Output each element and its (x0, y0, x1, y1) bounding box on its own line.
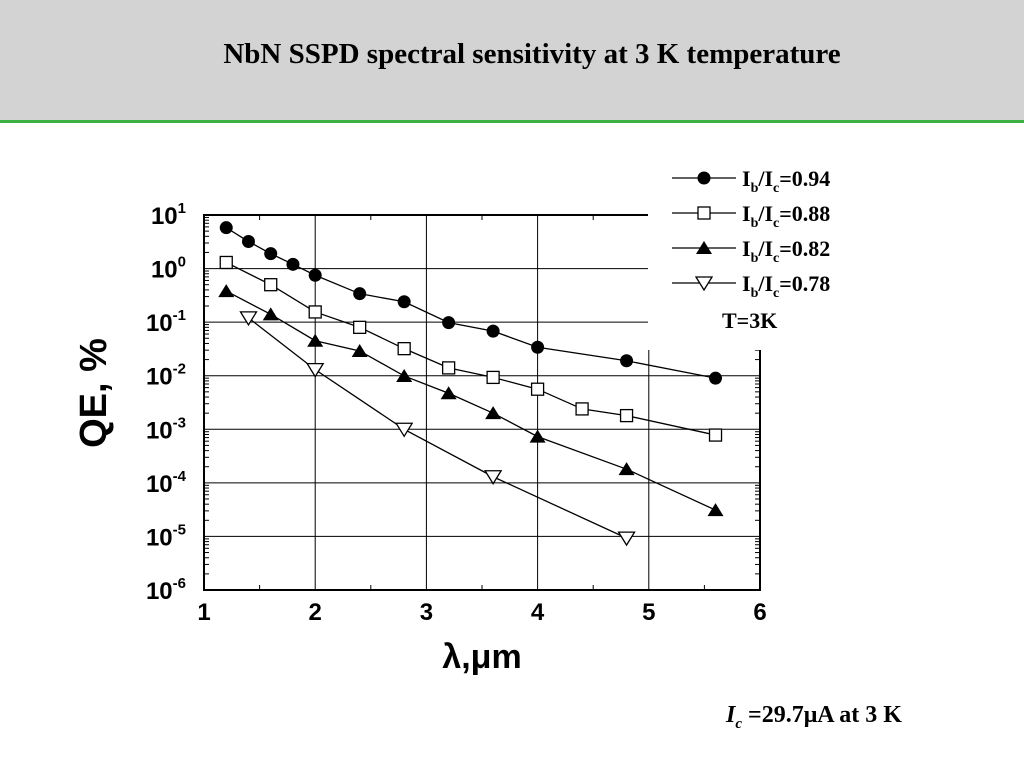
legend-temperature-note: T=3K (722, 308, 777, 333)
marker-circle-filled (709, 371, 723, 385)
legend-label: Ib/Ic=0.82 (742, 236, 830, 266)
legend-entry-1: Ib/Ic=0.88 (672, 201, 830, 231)
marker-circle-filled (442, 316, 456, 330)
footnote-symbol: I (726, 702, 736, 728)
marker-triangle-up-filled (396, 368, 413, 382)
marker-triangle-up-filled (485, 406, 502, 420)
marker-triangle-up-filled (307, 333, 324, 347)
marker-triangle-down-open (483, 470, 503, 485)
marker-square-open (486, 370, 500, 385)
marker-square-open (619, 408, 634, 423)
slide-header (0, 0, 1024, 120)
series-line (248, 317, 627, 539)
marker-circle-filled (353, 287, 367, 301)
legend-label: Ib/Ic=0.78 (742, 271, 830, 301)
footnote-text: =29.7μA at 3 K (742, 702, 902, 728)
marker-circle-filled (531, 340, 545, 354)
marker-triangle-up-filled (529, 429, 546, 443)
y-tick-label: 10-4 (146, 468, 187, 498)
marker-triangle-up-filled (440, 386, 457, 400)
marker-triangle-up-filled (218, 284, 235, 298)
marker-circle-filled (397, 295, 411, 309)
critical-current-note: Ic =29.7μA at 3 K (726, 702, 902, 733)
legend-background (648, 150, 878, 350)
marker-triangle-down-open (306, 362, 325, 378)
page-title: NbN SSPD spectral sensitivity at 3 K tem… (223, 38, 841, 70)
x-tick-label: 5 (642, 599, 655, 626)
marker-triangle-down-open (239, 311, 258, 327)
x-tick-label: 3 (420, 599, 433, 626)
series-1 (219, 255, 723, 442)
marker-square-open (219, 255, 233, 270)
marker-triangle-up-filled (696, 241, 712, 254)
series-2 (218, 284, 724, 517)
series-0 (219, 221, 723, 385)
marker-triangle-up-filled (707, 503, 724, 517)
marker-triangle-up-filled (618, 462, 635, 476)
y-tick-label: 10-3 (146, 414, 186, 444)
y-axis-label: QE, % (73, 338, 115, 448)
footnote-subscript: c (735, 715, 743, 732)
legend-label: Ib/Ic=0.88 (742, 201, 830, 231)
marker-square-open (575, 402, 589, 416)
marker-circle-filled (308, 268, 322, 282)
series-line (225, 261, 716, 436)
marker-circle-filled (241, 235, 255, 249)
series-line (225, 290, 716, 511)
legend-entry-2: Ib/Ic=0.82 (672, 236, 830, 266)
marker-square-open (708, 428, 723, 442)
marker-square-open (264, 278, 278, 292)
y-tick-label: 10-2 (146, 361, 186, 391)
marker-circle-filled (286, 257, 300, 271)
x-axis-label: λ,μm (442, 638, 521, 676)
marker-square-open (530, 382, 545, 396)
series-3 (239, 311, 636, 547)
marker-circle-filled (264, 247, 278, 261)
marker-circle-filled (697, 171, 711, 185)
legend-entry-3: Ib/Ic=0.78 (672, 271, 830, 301)
marker-triangle-up-filled (262, 307, 279, 321)
marker-triangle-up-filled (351, 343, 368, 357)
legend-label: Ib/Ic=0.94 (742, 166, 830, 196)
plot-frame (203, 214, 761, 591)
marker-square-open (697, 206, 711, 220)
y-tick-label: 100 (151, 254, 186, 284)
header-divider (0, 120, 1024, 123)
marker-square-open (397, 342, 411, 356)
y-tick-label: 10-6 (146, 575, 186, 605)
marker-square-open (308, 305, 322, 319)
marker-square-open (441, 361, 456, 375)
legend-entry-0: Ib/Ic=0.94 (672, 166, 830, 196)
x-tick-label: 4 (531, 599, 545, 626)
marker-circle-filled (486, 324, 500, 338)
marker-square-open (353, 320, 367, 334)
x-tick-label: 1 (197, 599, 210, 626)
marker-triangle-down-open (694, 276, 714, 292)
y-tick-label: 10-5 (146, 521, 186, 551)
marker-circle-filled (620, 354, 634, 368)
marker-circle-filled (219, 221, 233, 235)
x-tick-label: 2 (309, 599, 322, 626)
y-tick-label: 101 (151, 200, 186, 230)
x-tick-label: 6 (753, 599, 766, 626)
marker-triangle-down-open (617, 531, 636, 547)
marker-triangle-down-open (394, 422, 414, 438)
y-tick-label: 10-1 (146, 307, 186, 337)
